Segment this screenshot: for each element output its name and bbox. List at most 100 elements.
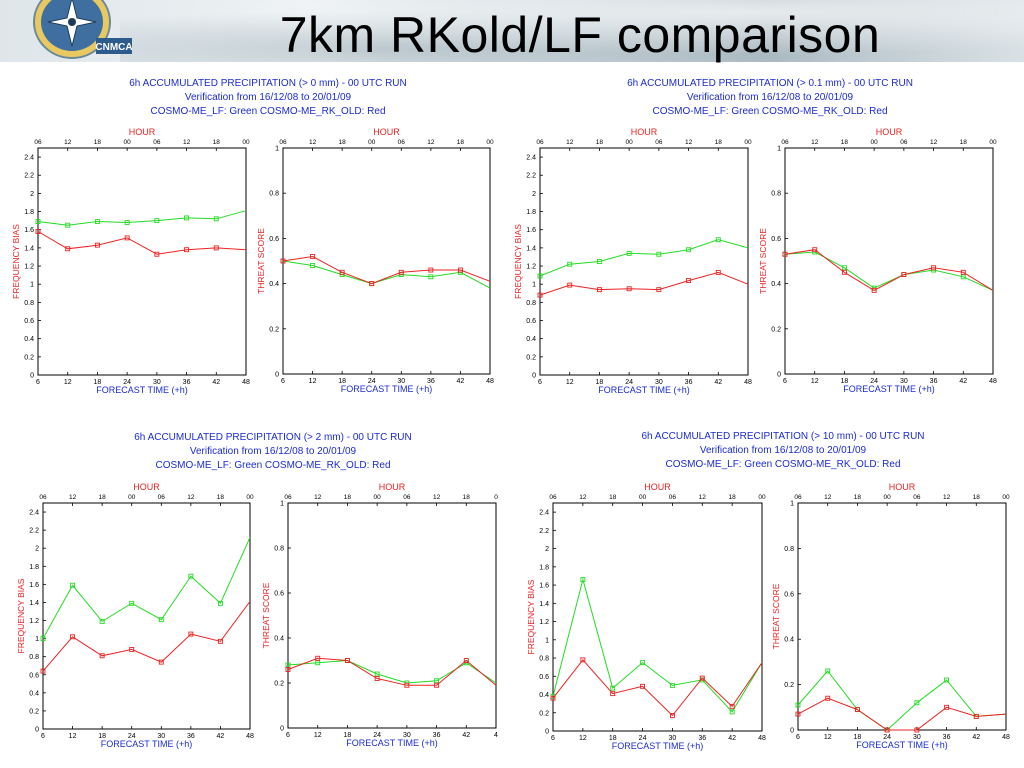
top-tick-label: 18: [339, 139, 347, 146]
data-point: [550, 695, 556, 701]
x-tick-label: 6: [783, 378, 787, 385]
y-tick-label: 1.6: [24, 227, 34, 234]
top-tick-label: 18: [94, 139, 102, 146]
top-tick-label: 18: [344, 494, 352, 501]
data-point: [184, 215, 190, 221]
x-tick-label: 18: [344, 732, 352, 739]
data-point: [374, 671, 380, 677]
top-tick-label: 12: [433, 494, 441, 501]
data-point: [640, 683, 646, 689]
y-tick-label: 0.4: [24, 336, 34, 343]
x-tick-label: 12: [64, 379, 72, 386]
y-tick-label: 0.4: [784, 637, 794, 644]
y-tick-label: 2.4: [539, 510, 549, 517]
data-point: [610, 685, 616, 691]
x-tick-label: 30: [655, 379, 663, 386]
y-tick-label: 0.4: [771, 281, 781, 288]
data-point: [944, 704, 950, 710]
x-tick-label: 24: [373, 732, 381, 739]
x-tick-label: 48: [758, 735, 766, 742]
y-tick-label: 0.8: [274, 546, 284, 553]
y-tick-label: 0.4: [539, 692, 549, 699]
data-point: [626, 286, 632, 292]
header-line-2: Verification from 16/12/08 to 20/01/09: [686, 92, 854, 103]
plot-frame: [539, 147, 749, 376]
data-point: [782, 251, 788, 257]
top-tick-label: 00: [128, 494, 136, 501]
y-axis-label: THREAT SCORE: [256, 228, 266, 294]
y-tick-label: 0.8: [269, 191, 279, 198]
data-point: [656, 287, 662, 293]
top-tick-label: 12: [824, 494, 832, 501]
data-point: [35, 229, 41, 234]
y-tick-label: 0.6: [784, 591, 794, 598]
y-tick-label: 0.4: [29, 690, 39, 697]
data-point: [960, 269, 966, 275]
y-tick-label: 0.4: [274, 636, 284, 643]
x-tick-label: 18: [609, 735, 617, 742]
threat-chart-gt0mm: 0 0.2 0.4 0.6 0.8 1 6 06 12 12 18 18 24 00 30 06 36 12 42 1…: [256, 127, 494, 394]
header-line-3: COSMO-ME_LF: Green COSMO-ME_RK_OLD: Red: [150, 106, 386, 117]
data-point: [154, 218, 160, 224]
data-point: [188, 631, 194, 637]
x-tick-label: 18: [596, 379, 604, 386]
y-tick-label: 2.2: [29, 528, 39, 535]
top-tick-label: 06: [549, 494, 557, 501]
top-tick-label: 06: [913, 494, 921, 501]
top-tick-label: 06: [794, 494, 802, 501]
bias-chart-gt2mm: 0 0.2 0.4 0.6 0.8 1 1.2 1.4 1.6 1.8 2 2.2 2.4 6 06 12 12…: [16, 482, 254, 749]
series-line: [539, 271, 749, 296]
data-point: [99, 653, 105, 659]
data-point: [374, 676, 380, 681]
data-point: [567, 261, 573, 267]
data-point: [610, 691, 616, 697]
x-tick-label: 24: [368, 378, 376, 385]
x-tick-label: 30: [157, 733, 165, 740]
page-title: 7km RKold/LF comparison: [279, 7, 881, 63]
y-tick-label: 1.6: [526, 227, 536, 234]
x-tick-label: 12: [314, 732, 322, 739]
y-tick-label: 1: [545, 637, 549, 644]
series-line: [287, 657, 497, 686]
y-tick-label: 0: [35, 727, 39, 734]
y-tick-label: 2.4: [24, 155, 34, 162]
top-tick-label: 12: [183, 139, 191, 146]
data-point: [944, 677, 950, 683]
data-point: [580, 577, 586, 583]
y-tick-label: 0.2: [29, 708, 39, 715]
top-tick-label: 06: [398, 139, 406, 146]
y-tick-label: 2: [545, 546, 549, 553]
x-axis-label: FORECAST TIME (+h): [341, 384, 432, 394]
data-point: [129, 646, 135, 652]
x-tick-label: 6: [281, 378, 285, 385]
x-tick-label: 24: [639, 735, 647, 742]
data-point: [640, 660, 646, 666]
data-point: [669, 713, 675, 718]
x-tick-label: 18: [854, 734, 862, 741]
top-tick-label: 06: [39, 494, 47, 501]
top-tick-label: 06: [900, 139, 908, 146]
top-tick-label: 18: [729, 494, 737, 501]
y-tick-label: 0: [275, 372, 279, 379]
y-tick-label: 1.2: [24, 264, 34, 271]
top-tick-label: 12: [187, 494, 195, 501]
y-tick-label: 0.6: [24, 318, 34, 325]
top-axis-label: HOUR: [644, 482, 671, 492]
series-line: [784, 251, 994, 291]
y-tick-label: 0.2: [784, 682, 794, 689]
top-tick-label: 00: [744, 139, 752, 146]
header-line-2: Verification from 16/12/08 to 20/01/09: [189, 446, 357, 457]
series-line: [42, 601, 251, 672]
y-tick-label: 0: [777, 372, 781, 379]
x-tick-label: 12: [69, 733, 77, 740]
top-tick-label: 18: [609, 494, 617, 501]
x-tick-label: 4: [494, 732, 498, 739]
top-tick-label: 00: [758, 494, 766, 501]
y-tick-label: 1: [35, 636, 39, 643]
y-tick-label: 1.4: [29, 600, 39, 607]
y-axis-label: FREQUENCY BIAS: [513, 224, 523, 299]
data-point: [960, 274, 966, 280]
y-tick-label: 0.4: [526, 336, 536, 343]
data-point: [537, 273, 543, 279]
banner-sky-background: [120, 0, 1024, 62]
